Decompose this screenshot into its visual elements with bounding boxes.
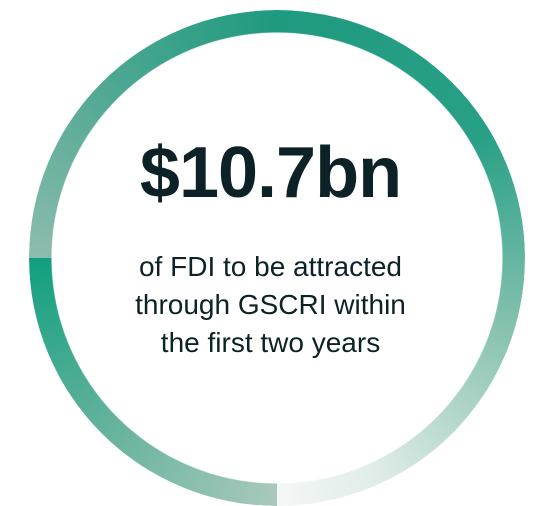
headline: $10.7bn xyxy=(139,133,402,213)
ring xyxy=(29,10,525,506)
description-line: of FDI to be attracted xyxy=(138,251,403,282)
description-line: through GSCRI within xyxy=(135,289,406,320)
description-line: the first two years xyxy=(160,327,381,358)
description: of FDI to be attracted through GSCRI wit… xyxy=(0,248,541,362)
